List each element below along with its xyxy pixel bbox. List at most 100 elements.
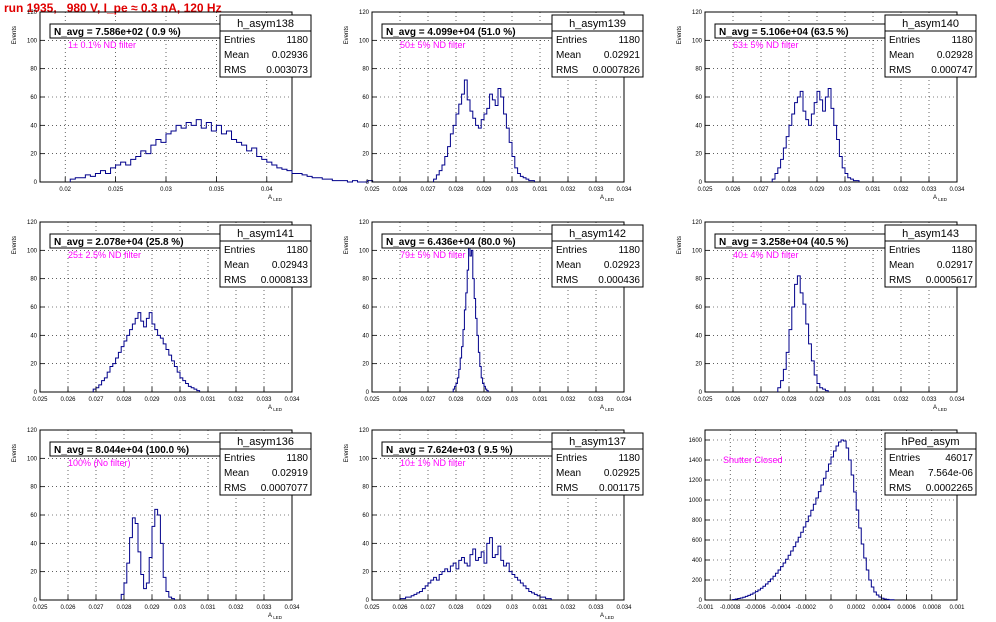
y-tick-label: 40	[695, 123, 702, 129]
x-tick-label: 0.026	[392, 187, 408, 193]
x-tick-label: 0.034	[949, 187, 965, 193]
stat-entries-value: 1180	[618, 35, 640, 46]
y-tick-label: 100	[692, 248, 703, 254]
stat-entries-value: 46017	[945, 453, 973, 464]
y-axis-label: Events	[344, 26, 350, 44]
y-tick-label: 20	[695, 152, 702, 158]
y-tick-label: 40	[30, 541, 37, 547]
y-tick-label: 20	[30, 362, 37, 368]
stats-box: h_asym139 Entries 1180 Mean 0.02921 RMS 0.0007…	[551, 14, 644, 78]
x-tick-label: 0.03	[506, 605, 518, 611]
y-tick-label: 60	[30, 513, 37, 519]
filter-label: 10± 1% ND filter	[400, 458, 465, 468]
histogram-series	[771, 88, 860, 182]
stat-mean-label: Mean	[224, 468, 249, 479]
stat-mean-label: Mean	[889, 50, 914, 61]
stat-rms-value: 0.003073	[266, 65, 308, 76]
x-tick-label: 0.031	[865, 397, 881, 403]
histogram-name: h_asym136	[237, 436, 294, 448]
histogram-series	[452, 244, 489, 392]
y-tick-label: 1200	[689, 478, 703, 484]
x-tick-label: 0.029	[144, 397, 160, 403]
y-tick-label: 60	[695, 95, 702, 101]
navg-label: N_avg = 2.078e+04 (25.8 %)	[49, 233, 223, 249]
stat-rms-label: RMS	[889, 275, 912, 286]
histogram-panel-h_asym138: 0.02 0.025 0.03 0.035 0.04 0 20 40 60 80 100 120 Eve…	[12, 10, 374, 202]
histogram-series	[92, 312, 201, 392]
filter-label: 63± 5% ND filter	[733, 40, 798, 50]
x-tick-label: -0.0002	[796, 605, 817, 611]
stats-box: h_asym141 Entries 1180 Mean 0.02943 RMS 0.0008…	[219, 224, 312, 288]
y-tick-label: 0	[34, 390, 38, 396]
x-axis-label: A LED	[268, 195, 283, 202]
x-tick-label: 0.032	[893, 397, 909, 403]
stat-rms-value: 0.0002265	[926, 483, 974, 494]
histogram-name: h_asym137	[569, 436, 626, 448]
histogram-name: h_asym142	[569, 228, 626, 240]
x-tick-label: 0.033	[256, 605, 272, 611]
stat-entries-label: Entries	[556, 245, 587, 256]
stats-box: h_asym136 Entries 1180 Mean 0.02919 RMS 0.0007…	[219, 432, 312, 496]
navg-label: N_avg = 7.624e+03 ( 9.5 %)	[381, 441, 555, 457]
y-tick-label: 20	[30, 152, 37, 158]
y-tick-label: 80	[362, 485, 369, 491]
histogram-series	[732, 439, 895, 601]
navg-text: N_avg = 8.044e+04 (100.0 %)	[54, 445, 189, 456]
x-axis-label: A LED	[933, 195, 948, 202]
y-tick-label: 1400	[689, 458, 703, 464]
navg-text: N_avg = 3.258e+04 (40.5 %)	[719, 237, 849, 248]
y-tick-label: 20	[30, 570, 37, 576]
y-axis-label: Events	[12, 444, 18, 462]
y-tick-label: 100	[359, 248, 370, 254]
y-tick-label: 40	[362, 333, 369, 339]
y-tick-label: 60	[362, 95, 369, 101]
x-tick-label: -0.001	[696, 605, 714, 611]
x-tick-label: 0.027	[420, 397, 436, 403]
y-tick-label: 100	[27, 456, 38, 462]
stat-entries-value: 1180	[618, 453, 640, 464]
x-tick-label: 0.03	[174, 397, 186, 403]
stat-rms-label: RMS	[556, 275, 579, 286]
y-tick-label: 40	[695, 333, 702, 339]
stat-mean-label: Mean	[556, 260, 581, 271]
stat-rms-value: 0.0007077	[261, 483, 309, 494]
x-tick-label: 0.032	[560, 605, 576, 611]
histogram-name: h_asym140	[902, 18, 959, 30]
x-tick-label: 0.025	[364, 605, 380, 611]
y-tick-label: 80	[695, 277, 702, 283]
x-axis-label: A LED	[600, 613, 615, 620]
x-tick-label: 0.031	[532, 397, 548, 403]
stat-mean-value: 0.02925	[604, 468, 641, 479]
x-tick-label: 0.027	[88, 397, 104, 403]
histogram-panel-h_asym139: 0.025 0.026 0.027 0.028 0.029 0.03 0.031 0.032 0…	[344, 10, 644, 202]
histogram-panel-hPed_asym: -0.001 -0.0008 -0.0006 -0.0004 -0.0002 0 0.000…	[689, 429, 977, 611]
stat-rms-value: 0.0007826	[593, 65, 641, 76]
x-tick-label: 0.029	[144, 605, 160, 611]
navg-label: N_avg = 7.586e+02 ( 0.9 %)	[49, 23, 223, 39]
y-tick-label: 40	[362, 541, 369, 547]
stat-mean-value: 0.02919	[272, 468, 309, 479]
histogram-name: h_asym139	[569, 18, 626, 30]
x-tick-label: 0.0006	[897, 605, 916, 611]
histogram-name: h_asym141	[237, 228, 294, 240]
x-tick-label: 0.03	[839, 397, 851, 403]
x-tick-label: 0.033	[921, 397, 937, 403]
stat-rms-value: 0.000747	[931, 65, 973, 76]
stat-entries-label: Entries	[889, 35, 920, 46]
stat-entries-label: Entries	[556, 453, 587, 464]
x-tick-label: 0.032	[228, 397, 244, 403]
stat-mean-value: 0.02943	[272, 260, 309, 271]
x-tick-label: 0.032	[560, 397, 576, 403]
histogram-panel-h_asym141: 0.025 0.026 0.027 0.028 0.029 0.03 0.031 0.032 0…	[12, 220, 312, 412]
stat-mean-value: 0.02923	[604, 260, 641, 271]
stat-entries-value: 1180	[286, 245, 308, 256]
x-axis-label: A LED	[933, 405, 948, 412]
x-tick-label: 0.026	[725, 397, 741, 403]
x-tick-label: 0.03	[506, 397, 518, 403]
stats-frame	[551, 432, 644, 496]
x-tick-label: -0.0006	[745, 605, 766, 611]
histogram-panel-h_asym142: 0.025 0.026 0.027 0.028 0.029 0.03 0.031 0.032 0…	[344, 220, 644, 412]
x-tick-label: 0.028	[448, 397, 464, 403]
x-tick-label: 0.033	[256, 397, 272, 403]
y-tick-label: 20	[695, 362, 702, 368]
